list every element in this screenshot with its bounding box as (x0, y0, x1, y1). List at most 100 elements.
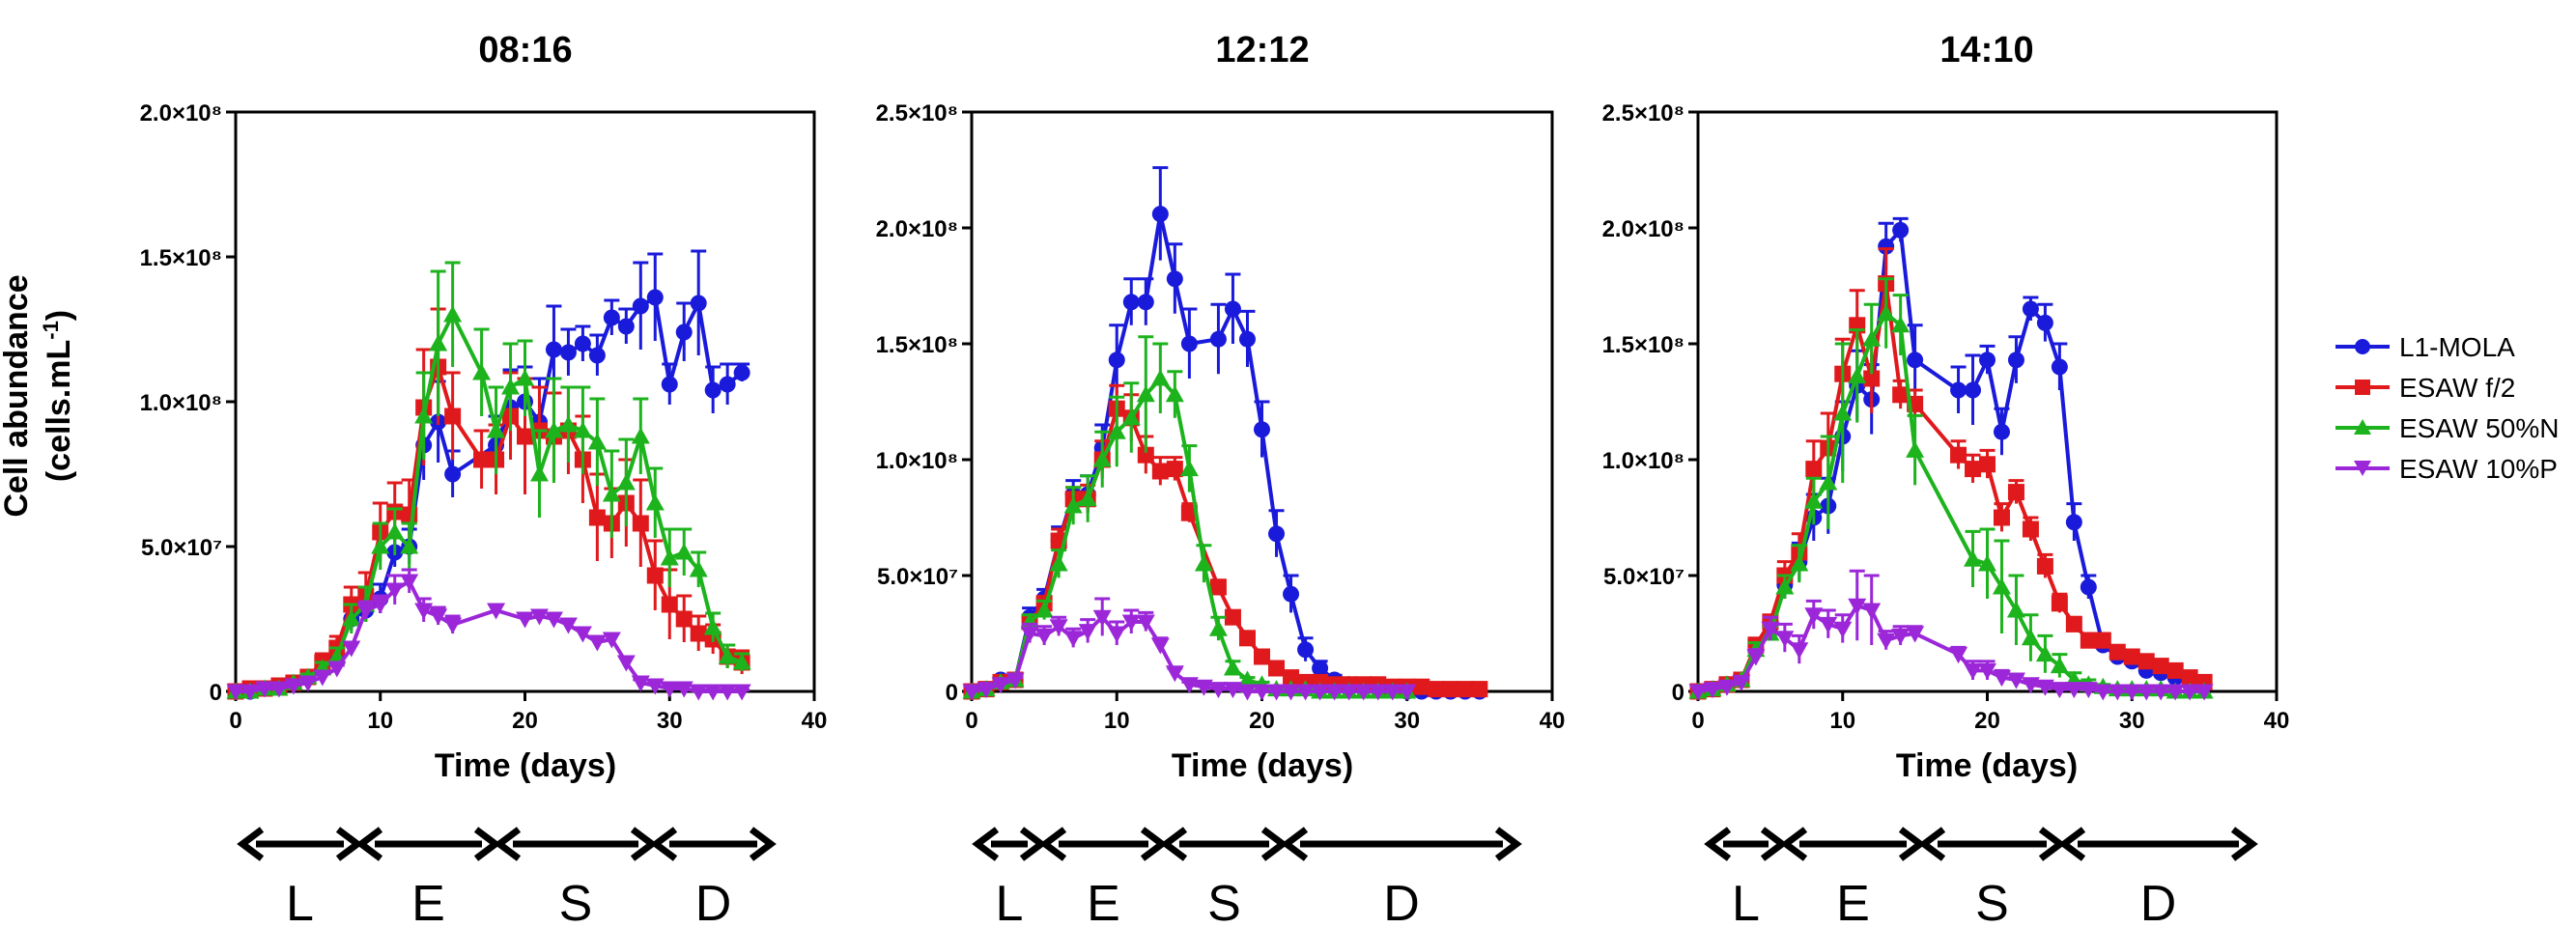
data-point (660, 681, 679, 698)
phase-label: E (411, 876, 445, 928)
y-tick-label: 0 (946, 680, 958, 706)
data-point (544, 421, 563, 438)
data-point (1209, 578, 1227, 596)
phase-arrow-head-left (237, 827, 265, 861)
data-point (1965, 381, 1982, 399)
data-point (1150, 369, 1170, 386)
legend-item-esaw-10p: ESAW 10%P (2335, 454, 2558, 484)
phase-label: S (559, 876, 593, 928)
x-tick-label: 40 (2264, 708, 2290, 734)
data-point (588, 509, 606, 526)
data-point (674, 543, 694, 560)
y-axis-label-units: (cells.mL-1) (39, 310, 78, 482)
y-tick-label: 2.5×10⁸ (1602, 100, 1684, 127)
data-point (1428, 681, 1445, 698)
data-point (1891, 316, 1911, 333)
data-point (1150, 637, 1170, 655)
data-point (1805, 461, 1823, 478)
data-point (718, 684, 737, 701)
series-esaw-10-p (962, 597, 1417, 701)
series-esaw-f-2 (227, 307, 750, 700)
legend-item-esaw-50n: ESAW 50%N (2335, 413, 2559, 443)
data-point (1223, 682, 1242, 699)
axes-frame (1696, 110, 2279, 693)
data-point (1761, 621, 1780, 638)
data-point (573, 421, 592, 438)
data-point (1283, 669, 1300, 687)
data-point (1950, 381, 1967, 399)
data-point (732, 653, 751, 670)
y-tick-label: 2.0×10⁸ (140, 100, 222, 127)
data-point (2194, 684, 2214, 701)
data-point (616, 473, 636, 491)
data-point (2079, 682, 2098, 699)
data-point (675, 323, 693, 341)
legend-item-esaw-f2: ESAW f/2 (2335, 373, 2515, 403)
data-point (1034, 601, 1054, 618)
data-point (298, 675, 318, 692)
data-point (516, 369, 534, 386)
series-line (236, 295, 744, 693)
data-point (2180, 684, 2199, 701)
data-point (660, 548, 679, 566)
phase-label: E (1836, 876, 1870, 928)
data-point (444, 465, 462, 483)
plot-area (226, 249, 751, 701)
data-point (2137, 684, 2156, 701)
phase-arrow-head-left (1918, 827, 1946, 861)
data-point (703, 618, 722, 635)
data-point (443, 617, 463, 634)
data-point (2151, 684, 2170, 701)
data-point (1325, 684, 1345, 701)
data-point (2108, 684, 2127, 701)
y-tick-label: 1.0×10⁸ (876, 448, 958, 474)
y-tick-label: 1.0×10⁸ (1602, 448, 1684, 474)
series-l1-mola (227, 249, 750, 700)
phase-arrow-head-left (650, 827, 678, 861)
data-point (1078, 624, 1097, 641)
data-point (558, 617, 578, 634)
data-point (2036, 557, 2053, 575)
data-point (632, 515, 649, 532)
data-point (1717, 679, 1737, 696)
data-point (1383, 684, 1402, 701)
data-point (1092, 450, 1112, 467)
data-point (226, 684, 245, 701)
data-point (1906, 626, 1925, 643)
phase-arrow-head-left (494, 827, 522, 861)
data-point (1136, 614, 1155, 632)
data-point (1804, 492, 1824, 509)
data-point (313, 669, 332, 687)
data-point (1804, 607, 1824, 625)
data-point (2166, 661, 2184, 679)
axes (234, 110, 816, 693)
data-point (1151, 206, 1169, 223)
data-point (2181, 669, 2198, 687)
data-point (342, 609, 361, 627)
data-point (1878, 238, 1895, 255)
data-point (400, 574, 419, 591)
data-point (2065, 615, 2082, 633)
data-point (529, 464, 549, 482)
data-point (1237, 670, 1257, 688)
data-point (1848, 367, 1867, 384)
data-point (1121, 614, 1141, 632)
data-point (588, 347, 606, 364)
y-tick-label: 5.0×10⁷ (1603, 564, 1684, 590)
data-point (2051, 358, 2068, 376)
axes-frame (234, 110, 816, 693)
y-tick-label: 0 (210, 680, 222, 706)
data-point (1194, 554, 1213, 572)
data-point (977, 682, 996, 699)
data-point (1136, 385, 1155, 403)
x-tick-label: 30 (2119, 708, 2145, 734)
data-point (1775, 577, 1795, 595)
data-point (269, 681, 289, 698)
data-point (2122, 684, 2141, 701)
phase-label: E (1087, 876, 1120, 928)
data-point (1034, 628, 1054, 645)
data-point (1312, 660, 1329, 677)
data-point (1471, 681, 1488, 698)
x-axis-label: Time (days) (435, 747, 616, 784)
